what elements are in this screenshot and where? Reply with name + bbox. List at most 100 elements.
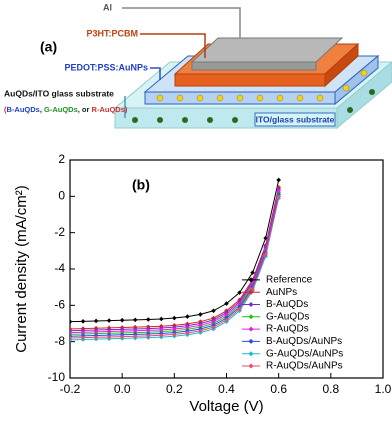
legend-label: R-AuQDs/AuNPs bbox=[266, 361, 343, 372]
y-tick-label: -8 bbox=[54, 334, 65, 348]
x-axis-label: Voltage (V) bbox=[189, 398, 263, 415]
pedot-label: PEDOT:PSS:AuNPs bbox=[64, 62, 148, 72]
series-line bbox=[70, 179, 280, 323]
y-tick-label: 0 bbox=[58, 189, 65, 203]
marker bbox=[172, 332, 177, 337]
option-piece: B-AuQDs bbox=[7, 105, 40, 114]
marker bbox=[119, 317, 125, 323]
panel-label: (b) bbox=[132, 177, 150, 193]
schematic: Al P3HT:PCBM PEDOT:PSS:AuNPs (a) AuQDs/I… bbox=[4, 2, 392, 130]
marker bbox=[250, 286, 255, 292]
marker bbox=[106, 318, 112, 323]
marker bbox=[106, 329, 112, 334]
al-arrow bbox=[122, 7, 241, 38]
marker bbox=[237, 290, 242, 295]
marker bbox=[185, 314, 190, 319]
series-line bbox=[70, 190, 280, 334]
series-line bbox=[70, 194, 280, 337]
marker bbox=[211, 308, 216, 314]
active-label: P3HT:PCBM bbox=[86, 28, 138, 38]
y-tick-label: -2 bbox=[54, 225, 65, 239]
marker bbox=[276, 188, 281, 194]
y-axis-label: Current density (mA/cm²) bbox=[13, 185, 30, 353]
y-tick-label: 2 bbox=[58, 152, 65, 166]
yellow-dots bbox=[156, 69, 368, 102]
marker bbox=[224, 301, 229, 306]
marker bbox=[198, 323, 203, 328]
marker bbox=[172, 326, 177, 332]
marker bbox=[250, 281, 255, 286]
legend-label: B-AuQDs bbox=[266, 299, 308, 310]
option-piece: ( bbox=[4, 105, 7, 114]
series-line bbox=[70, 188, 280, 332]
marker bbox=[198, 328, 203, 334]
substrate-options: (B-AuQDs, G-AuQDs, or R-AuQDs) bbox=[4, 105, 128, 114]
marker bbox=[70, 319, 73, 324]
marker bbox=[145, 333, 151, 339]
y-tick-label: -6 bbox=[54, 298, 65, 312]
legend-label: B-AuQDs/AuNPs bbox=[266, 336, 342, 347]
ito-box bbox=[254, 112, 336, 127]
marker bbox=[132, 328, 138, 334]
option-piece: G-AuQDs bbox=[44, 105, 78, 114]
marker bbox=[211, 319, 216, 324]
marker bbox=[132, 333, 138, 339]
marker bbox=[237, 306, 242, 312]
marker bbox=[70, 330, 73, 335]
x-tick-label: 1.0 bbox=[375, 382, 392, 396]
legend-marker bbox=[248, 289, 254, 295]
marker bbox=[185, 325, 190, 330]
option-piece: , or bbox=[78, 105, 92, 114]
option-piece: ) bbox=[125, 105, 128, 114]
legend-marker bbox=[248, 338, 254, 344]
option-piece: R-AuQDs bbox=[92, 105, 125, 114]
x-tick-label: 0.0 bbox=[114, 382, 131, 396]
marker bbox=[145, 317, 151, 322]
marker bbox=[106, 334, 112, 340]
legend-label: G-AuQDs bbox=[266, 311, 309, 322]
marker bbox=[158, 327, 164, 333]
al-label: Al bbox=[103, 2, 112, 12]
x-tick-label: 0.2 bbox=[166, 382, 183, 396]
chart: (b) -0.2 0.0 0.2 0.4 0.6 0.8 1.0 -10 -8 -6 -4 -2 0 2 Vo… bbox=[13, 152, 392, 415]
marker bbox=[145, 328, 151, 333]
marker bbox=[185, 330, 190, 336]
legend-marker bbox=[248, 351, 254, 357]
y-tick-label: -10 bbox=[48, 370, 66, 384]
marker bbox=[263, 252, 268, 257]
active-front bbox=[174, 73, 326, 87]
series-line bbox=[70, 187, 280, 330]
marker bbox=[211, 324, 216, 330]
marker bbox=[158, 316, 164, 322]
marker bbox=[224, 312, 229, 317]
legend-label: Reference bbox=[266, 275, 313, 286]
option-piece: , bbox=[40, 105, 44, 114]
x-tick-label: 0.6 bbox=[270, 382, 287, 396]
marker bbox=[172, 315, 177, 321]
marker bbox=[276, 194, 281, 199]
legend-label: AuNPs bbox=[266, 287, 297, 298]
marker bbox=[132, 317, 138, 323]
panel-label: (a) bbox=[40, 39, 57, 55]
legend-label: R-AuQDs bbox=[266, 324, 309, 335]
active-side bbox=[324, 42, 359, 88]
plot-frame bbox=[69, 159, 384, 379]
marker bbox=[224, 317, 229, 323]
y-tick-label: -4 bbox=[54, 261, 65, 275]
pedot-side bbox=[334, 54, 379, 106]
legend-marker bbox=[248, 363, 254, 369]
pedot-arrow bbox=[150, 67, 161, 80]
marker bbox=[93, 335, 99, 340]
legend-marker bbox=[248, 277, 254, 283]
marker bbox=[276, 177, 281, 183]
marker bbox=[80, 319, 86, 324]
marker bbox=[237, 301, 242, 306]
substrate-label: AuQDs/ITO glass substrate bbox=[4, 88, 114, 98]
marker bbox=[70, 335, 73, 341]
marker bbox=[119, 328, 125, 334]
marker bbox=[158, 333, 164, 338]
x-tick-label: 0.4 bbox=[218, 382, 235, 396]
x-tick-label: -0.2 bbox=[60, 382, 81, 396]
